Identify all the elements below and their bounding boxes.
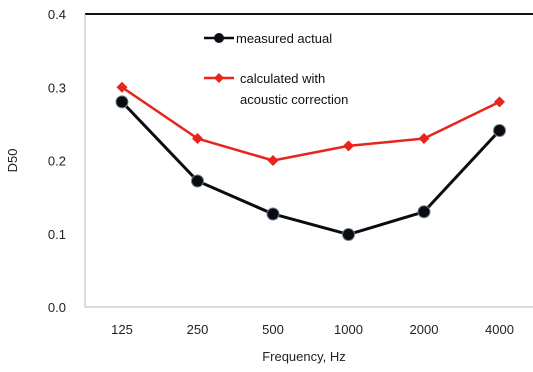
plot-area (84, 13, 533, 308)
data-point-calculated (494, 96, 505, 108)
y-tick-labels: 0.0 0.1 0.2 0.3 0.4 (48, 7, 66, 315)
x-tick-label: 500 (262, 322, 284, 337)
x-tick-label: 250 (187, 322, 209, 337)
legend: measured actual calculated with acoustic… (204, 31, 348, 107)
data-point-measured (115, 95, 129, 109)
data-point-measured (342, 227, 355, 241)
x-tick-label: 2000 (410, 322, 439, 337)
data-point-measured (266, 207, 280, 221)
y-tick-label: 0.1 (48, 227, 66, 242)
legend-label-measured: measured actual (236, 31, 332, 46)
legend-label-calculated-line1: calculated with (240, 71, 325, 86)
data-point-calculated (192, 133, 203, 145)
y-tick-label: 0.2 (48, 154, 66, 169)
data-point-measured (191, 174, 204, 188)
series-calculated (116, 81, 505, 166)
legend-marker-measured (214, 33, 224, 43)
y-tick-label: 0.0 (48, 300, 66, 315)
series-measured (115, 95, 506, 241)
data-point-measured (493, 123, 506, 137)
y-tick-label: 0.3 (48, 80, 66, 95)
legend-label-calculated-line2: acoustic correction (240, 92, 348, 107)
series-layer (115, 81, 506, 241)
data-point-calculated (418, 133, 430, 145)
y-axis-title: D50 (5, 149, 20, 173)
x-tick-label: 1000 (334, 322, 363, 337)
series-line-measured (120, 100, 501, 236)
data-point-measured (417, 205, 431, 219)
legend-item-calculated: calculated with acoustic correction (204, 71, 348, 107)
data-point-calculated (116, 81, 128, 93)
legend-item-measured: measured actual (204, 31, 332, 46)
legend-marker-calculated (214, 73, 224, 83)
series-line-calculated (121, 86, 501, 162)
x-axis-title: Frequency, Hz (262, 349, 346, 364)
x-tick-labels: 125 250 500 1000 2000 4000 (111, 322, 514, 337)
data-point-calculated (267, 155, 279, 166)
x-tick-label: 125 (111, 322, 133, 337)
data-point-calculated (343, 140, 354, 152)
x-tick-label: 4000 (485, 322, 514, 337)
y-tick-label: 0.4 (48, 7, 66, 22)
